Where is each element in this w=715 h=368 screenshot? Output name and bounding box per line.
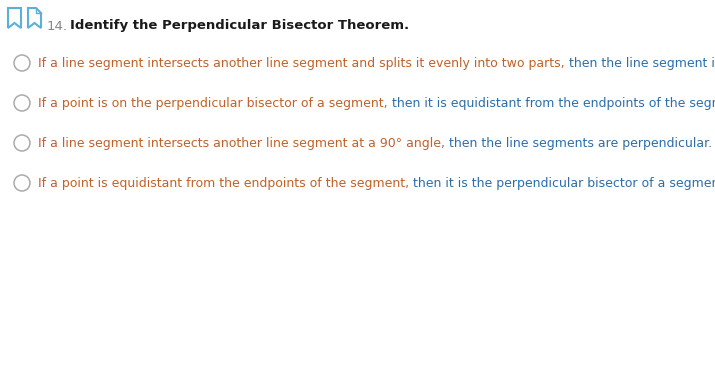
Text: If a point is on the perpendicular bisector of a segment,: If a point is on the perpendicular bisec…: [38, 96, 388, 110]
Text: then the line segment is a bisector.: then the line segment is a bisector.: [565, 57, 715, 70]
Text: 14.: 14.: [47, 20, 68, 32]
Text: then it is the perpendicular bisector of a segment.: then it is the perpendicular bisector of…: [409, 177, 715, 190]
Text: Identify the Perpendicular Bisector Theorem.: Identify the Perpendicular Bisector Theo…: [70, 20, 409, 32]
Text: If a line segment intersects another line segment and splits it evenly into two : If a line segment intersects another lin…: [38, 57, 565, 70]
Text: then it is equidistant from the endpoints of the segment.: then it is equidistant from the endpoint…: [388, 96, 715, 110]
Text: then the line segments are perpendicular.: then the line segments are perpendicular…: [445, 137, 712, 149]
Text: If a line segment intersects another line segment at a 90° angle,: If a line segment intersects another lin…: [38, 137, 445, 149]
Text: If a point is equidistant from the endpoints of the segment,: If a point is equidistant from the endpo…: [38, 177, 409, 190]
